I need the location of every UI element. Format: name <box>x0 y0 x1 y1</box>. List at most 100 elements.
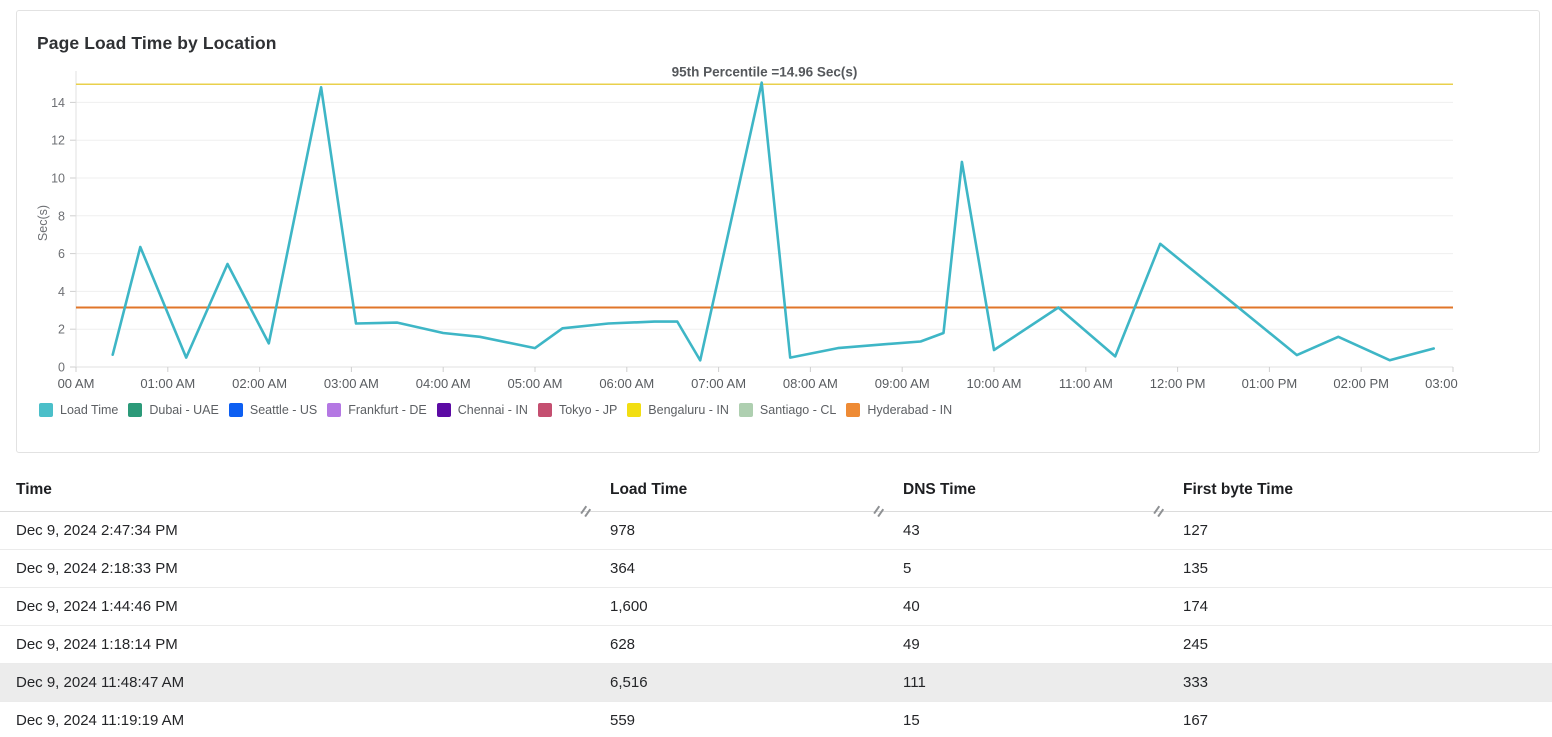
cell-time: Dec 9, 2024 11:19:19 AM <box>0 701 594 737</box>
table-row[interactable]: Dec 9, 2024 11:48:47 AM 6,516 111 333 <box>0 663 1552 702</box>
svg-text:12:00 PM: 12:00 PM <box>1150 376 1206 391</box>
cell-dns-time: 5 <box>887 549 1167 588</box>
legend-swatch <box>39 403 53 417</box>
cell-time: Dec 9, 2024 2:18:33 PM <box>0 549 594 588</box>
table-row[interactable]: Dec 9, 2024 1:18:14 PM 628 49 245 <box>0 625 1552 664</box>
series-load-time <box>111 81 1435 362</box>
column-header-load-time[interactable]: Load Time <box>594 471 887 512</box>
chart-legend: Load Time Dubai - UAE Seattle - US Frankfur… <box>39 403 962 417</box>
column-header-label: Time <box>16 481 52 498</box>
chart-card: Page Load Time by Location 0 2 4 6 8 10 12 14 Se… <box>16 10 1540 453</box>
cell-load-time: 559 <box>594 701 887 737</box>
y-axis: 0 2 4 6 8 10 12 14 <box>51 71 1453 375</box>
legend-item-santiago-cl[interactable]: Santiago - CL <box>738 403 837 417</box>
column-resize-handle[interactable] <box>1152 504 1166 518</box>
legend-swatch <box>537 403 552 417</box>
svg-text:02:00 PM: 02:00 PM <box>1333 376 1389 391</box>
cell-load-time: 628 <box>594 625 887 664</box>
legend-item-chennai-in[interactable]: Chennai - IN <box>436 403 528 417</box>
svg-text:10:00 AM: 10:00 AM <box>967 376 1022 391</box>
table-row[interactable]: Dec 9, 2024 1:44:46 PM 1,600 40 174 <box>0 587 1552 626</box>
legend-swatch <box>436 403 451 417</box>
legend-swatch <box>627 403 642 417</box>
cell-load-time: 1,600 <box>594 587 887 626</box>
column-resize-handle[interactable] <box>872 504 886 518</box>
legend-item-tokyo-jp[interactable]: Tokyo - JP <box>537 403 618 417</box>
column-header-dns-time[interactable]: DNS Time <box>887 471 1167 512</box>
cell-dns-time: 111 <box>887 663 1167 702</box>
svg-text:02:00 AM: 02:00 AM <box>232 376 287 391</box>
cell-first-byte-time: 333 <box>1167 663 1552 702</box>
cell-first-byte-time: 167 <box>1167 701 1552 737</box>
svg-text:2: 2 <box>58 323 65 337</box>
svg-text:14: 14 <box>51 96 65 110</box>
legend-swatch <box>327 403 342 417</box>
legend-label: Load Time <box>60 403 119 417</box>
cell-load-time: 978 <box>594 511 887 550</box>
svg-text:4: 4 <box>58 285 65 299</box>
column-resize-handle[interactable] <box>579 504 593 518</box>
legend-label: Santiago - CL <box>759 403 837 417</box>
page-title: Page Load Time by Location <box>37 33 277 53</box>
svg-text:06:00 AM: 06:00 AM <box>599 376 654 391</box>
table-row[interactable]: Dec 9, 2024 2:47:34 PM 978 43 127 <box>0 511 1552 550</box>
svg-text:09:00 AM: 09:00 AM <box>875 376 930 391</box>
legend-item-bengaluru-in[interactable]: Bengaluru - IN <box>627 403 729 417</box>
cell-time: Dec 9, 2024 2:47:34 PM <box>0 511 594 550</box>
legend-swatch <box>846 403 861 417</box>
svg-text:00 AM: 00 AM <box>58 376 95 391</box>
legend-swatch <box>228 403 243 417</box>
legend-item-hyderabad-in[interactable]: Hyderabad - IN <box>846 403 952 417</box>
column-header-label: First byte Time <box>1183 481 1293 498</box>
cell-first-byte-time: 174 <box>1167 587 1552 626</box>
legend-label: Dubai - UAE <box>149 403 219 417</box>
svg-text:8: 8 <box>58 209 65 223</box>
cell-time: Dec 9, 2024 1:18:14 PM <box>0 625 594 664</box>
svg-text:03:00 AM: 03:00 AM <box>324 376 379 391</box>
legend-swatch <box>128 403 143 417</box>
cell-dns-time: 40 <box>887 587 1167 626</box>
svg-text:03:00 PM: 03:00 PM <box>1425 376 1481 391</box>
legend-item-load-time[interactable]: Load Time <box>39 403 118 417</box>
cell-dns-time: 15 <box>887 701 1167 737</box>
legend-label: Bengaluru - IN <box>648 403 729 417</box>
svg-text:12: 12 <box>51 134 65 148</box>
y-axis-title: Sec(s) <box>36 205 50 241</box>
svg-text:10: 10 <box>51 172 65 186</box>
legend-swatch <box>738 403 753 417</box>
svg-text:01:00 AM: 01:00 AM <box>140 376 195 391</box>
cell-first-byte-time: 245 <box>1167 625 1552 664</box>
cell-time: Dec 9, 2024 1:44:46 PM <box>0 587 594 626</box>
column-header-time[interactable]: Time <box>0 471 594 512</box>
table-row[interactable]: Dec 9, 2024 11:19:19 AM 559 15 167 <box>0 701 1552 737</box>
svg-text:04:00 AM: 04:00 AM <box>416 376 471 391</box>
column-header-label: Load Time <box>610 481 688 498</box>
cell-dns-time: 49 <box>887 625 1167 664</box>
cell-first-byte-time: 135 <box>1167 549 1552 588</box>
svg-text:08:00 AM: 08:00 AM <box>783 376 838 391</box>
cell-dns-time: 43 <box>887 511 1167 550</box>
svg-text:05:00 AM: 05:00 AM <box>508 376 563 391</box>
svg-text:11:00 AM: 11:00 AM <box>1059 376 1113 391</box>
svg-text:07:00 AM: 07:00 AM <box>691 376 746 391</box>
table-row[interactable]: Dec 9, 2024 2:18:33 PM 364 5 135 <box>0 549 1552 588</box>
legend-item-dubai-uae[interactable]: Dubai - UAE <box>128 403 219 417</box>
load-time-chart: 0 2 4 6 8 10 12 14 Sec(s) 00 AM 01:00 AM 02:00 AM 03… <box>36 64 1481 391</box>
legend-item-seattle-us[interactable]: Seattle - US <box>228 403 318 417</box>
legend-item-frankfurt-de[interactable]: Frankfurt - DE <box>327 403 427 417</box>
cell-time: Dec 9, 2024 11:48:47 AM <box>0 663 594 702</box>
x-axis: 00 AM 01:00 AM 02:00 AM 03:00 AM 04:00 AM 05:… <box>58 367 1481 391</box>
legend-label: Tokyo - JP <box>558 403 618 417</box>
svg-text:6: 6 <box>58 247 65 261</box>
cell-load-time: 364 <box>594 549 887 588</box>
percentile-annotation: 95th Percentile =14.96 Sec(s) <box>672 64 858 79</box>
cell-load-time: 6,516 <box>594 663 887 702</box>
legend-label: Seattle - US <box>249 403 318 417</box>
legend-label: Hyderabad - IN <box>867 403 953 417</box>
column-header-label: DNS Time <box>903 481 976 498</box>
svg-text:01:00 PM: 01:00 PM <box>1242 376 1298 391</box>
column-header-first-byte-time[interactable]: First byte Time <box>1167 471 1552 512</box>
cell-first-byte-time: 127 <box>1167 511 1552 550</box>
legend-label: Frankfurt - DE <box>348 403 427 417</box>
metrics-table: Time Load Time DNS Time First byte Time Dec… <box>0 471 1552 737</box>
